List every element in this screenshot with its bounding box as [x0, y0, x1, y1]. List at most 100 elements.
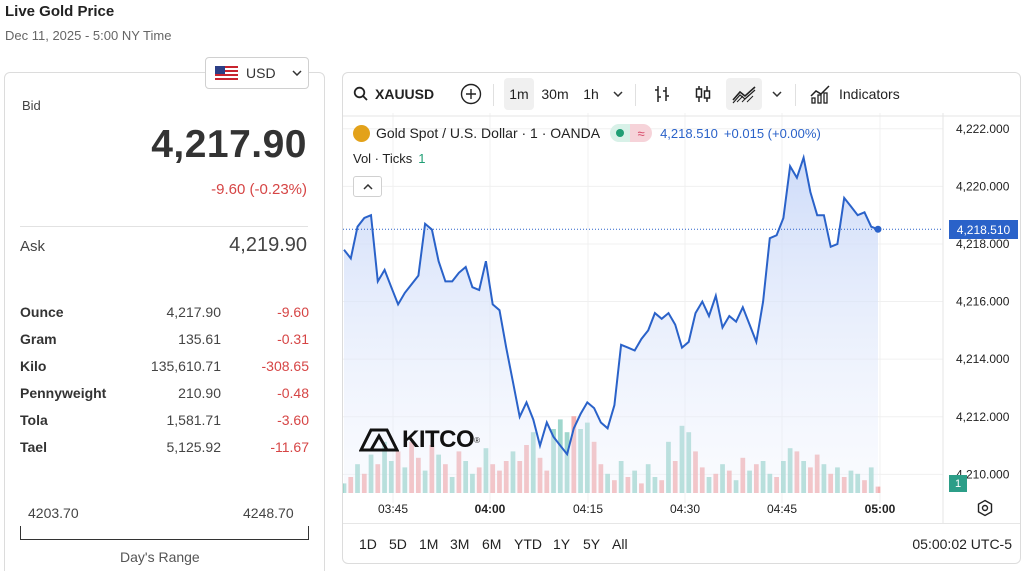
- range-1m-button[interactable]: 1M: [419, 536, 439, 552]
- kitco-logo-text: KITCO: [402, 426, 475, 453]
- search-icon: [353, 86, 368, 101]
- range-5y-button[interactable]: 5Y: [583, 536, 601, 552]
- divider: [20, 226, 308, 227]
- y-tick-label: 4,212.000: [956, 410, 1010, 424]
- interval-1m[interactable]: 1m: [504, 78, 534, 110]
- days-range-low: 4203.70: [28, 505, 79, 521]
- page-title: Live Gold Price: [5, 3, 115, 20]
- x-tick-label: 04:00: [475, 502, 506, 516]
- symbol-label: XAUUSD: [375, 86, 435, 102]
- y-tick-label: 4,216.000: [956, 295, 1010, 309]
- x-tick-label: 04:30: [670, 502, 700, 516]
- indicators-icon: [810, 85, 830, 104]
- toolbar-separator: [795, 84, 796, 106]
- us-flag-icon: [215, 66, 238, 80]
- kitco-logo: KITCO ®: [359, 426, 480, 454]
- candles-icon: [695, 86, 711, 102]
- price-area-fill: [344, 157, 878, 493]
- indicators-button[interactable]: Indicators: [809, 78, 900, 110]
- x-tick-label: 05:00: [865, 502, 896, 516]
- range-1y-button[interactable]: 1Y: [553, 536, 571, 552]
- unit-row-pennyweight: Pennyweight 210.90 -0.48: [20, 385, 309, 412]
- legend-title: Gold Spot / U.S. Dollar · 1 · OANDA: [376, 125, 601, 141]
- chart-clock: 05:00:02 UTC-5: [912, 536, 1012, 552]
- days-range-high: 4248.70: [243, 505, 294, 521]
- ask-price: 4,219.90: [229, 234, 307, 256]
- unit-change: -11.67: [270, 439, 309, 455]
- unit-change: -0.48: [277, 385, 309, 401]
- price-line: [343, 153, 879, 457]
- days-range-bar: [20, 526, 309, 540]
- unit-price: 5,125.92: [166, 439, 222, 455]
- kitco-mark-icon: [359, 428, 399, 452]
- chart-settings-icon[interactable]: [976, 499, 994, 517]
- bars-icon: [655, 86, 669, 102]
- symbol-search[interactable]: XAUUSD: [353, 78, 434, 110]
- y-tick-label: 4,210.000: [956, 467, 1010, 481]
- unit-price: 1,581.71: [166, 412, 222, 428]
- range-all-button[interactable]: All: [612, 536, 628, 552]
- volume-label: Vol · Ticks: [353, 151, 413, 166]
- toolbar-separator: [493, 84, 494, 106]
- chart-legend: Gold Spot / U.S. Dollar · 1 · OANDA ≈ 4,…: [353, 124, 821, 142]
- range-6m-button[interactable]: 6M: [482, 536, 502, 552]
- unit-change: -9.60: [277, 304, 309, 320]
- legend-price: 4,218.510: [660, 125, 718, 141]
- interval-30m[interactable]: 30m: [541, 86, 569, 102]
- current-volume-tag: 1: [949, 475, 967, 492]
- last-price-dot: [874, 225, 882, 233]
- range-ytd-button[interactable]: YTD: [514, 536, 542, 552]
- indicators-label: Indicators: [839, 86, 900, 102]
- unit-name: Ounce: [20, 304, 64, 320]
- chevron-down-icon: [772, 91, 782, 97]
- interval-1h[interactable]: 1h: [583, 86, 599, 102]
- volume-value: 1: [418, 151, 426, 166]
- bar-chart-type-button[interactable]: [647, 78, 677, 110]
- chart-type-dropdown[interactable]: [766, 78, 788, 110]
- unit-row-tael: Tael 5,125.92 -11.67: [20, 439, 309, 466]
- unit-row-kilo: Kilo 135,610.71 -308.65: [20, 358, 309, 385]
- area-chart-icon: [732, 86, 756, 104]
- chart-panel: 4,222.000 4,220.000 4,218.000 4,216.000 4,21…: [342, 72, 1021, 564]
- market-open-dot-icon: [610, 124, 631, 142]
- unit-name: Tael: [20, 439, 47, 455]
- range-bar: 1D 5D 1M 3M 6M YTD 1Y 5Y All 05:00:02 UT…: [343, 523, 1020, 563]
- unit-price: 135.61: [178, 331, 221, 347]
- unit-name: Kilo: [20, 358, 47, 374]
- bid-change: -9.60 (-0.23%): [211, 181, 307, 198]
- unit-price: 4,217.90: [166, 304, 222, 320]
- unit-change: -308.65: [261, 358, 309, 374]
- price-chart[interactable]: 4,222.000 4,220.000 4,218.000 4,216.000 4,21…: [343, 73, 1021, 564]
- unit-row-ounce: Ounce 4,217.90 -9.60: [20, 304, 309, 331]
- range-3m-button[interactable]: 3M: [450, 536, 470, 552]
- y-tick-label: 4,214.000: [956, 352, 1010, 366]
- bid-label: Bid: [22, 98, 41, 113]
- range-5d-button[interactable]: 5D: [389, 536, 407, 552]
- x-tick-label: 04:15: [573, 502, 603, 516]
- unit-name: Pennyweight: [20, 385, 107, 401]
- gold-coin-icon: [353, 124, 370, 142]
- delayed-data-icon: ≈: [630, 124, 653, 142]
- y-tick-label: 4,220.000: [956, 179, 1010, 193]
- price-panel: [4, 72, 325, 571]
- chevron-down-icon: [286, 70, 308, 76]
- candles-chart-type-button[interactable]: [688, 78, 718, 110]
- range-1d-button[interactable]: 1D: [359, 536, 377, 552]
- area-chart-type-button[interactable]: [726, 78, 762, 110]
- unit-name: Tola: [20, 412, 48, 428]
- y-tick-label: 4,218.000: [956, 237, 1010, 251]
- interval-dropdown[interactable]: [607, 78, 629, 110]
- unit-price: 135,610.71: [150, 358, 221, 374]
- compare-symbol-button[interactable]: [457, 78, 485, 110]
- market-status-badge[interactable]: ≈: [610, 124, 653, 142]
- unit-price-table: Ounce 4,217.90 -9.60 Gram 135.61 -0.31 K…: [20, 304, 309, 466]
- bid-price: 4,217.90: [151, 123, 307, 166]
- unit-change: -3.60: [277, 412, 309, 428]
- currency-select[interactable]: USD: [205, 57, 309, 89]
- collapse-legend-button[interactable]: [353, 176, 382, 197]
- y-tick-label: 4,222.000: [956, 122, 1010, 136]
- volume-legend: Vol · Ticks 1: [353, 151, 425, 166]
- chevron-down-icon: [613, 91, 623, 97]
- chart-toolbar: XAUUSD 1m 30m 1h Indicators: [343, 73, 1020, 116]
- unit-row-gram: Gram 135.61 -0.31: [20, 331, 309, 358]
